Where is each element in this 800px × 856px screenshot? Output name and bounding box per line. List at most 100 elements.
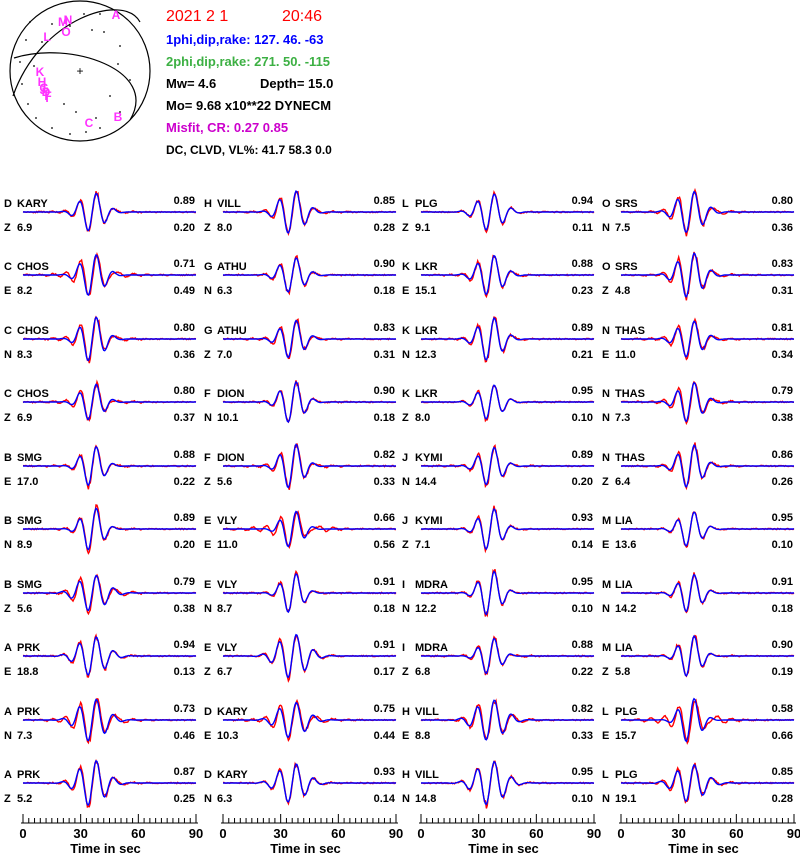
station-name: SMG <box>17 452 42 464</box>
station-name: KARY <box>17 198 48 210</box>
station-name: PLG <box>615 769 638 781</box>
waveform-panel: C CHOS 0.71 E 8.2 0.49 <box>4 252 197 297</box>
event-date: 2021 2 1 <box>166 8 228 25</box>
station-name: DION <box>217 452 245 464</box>
station-code: D <box>4 198 12 210</box>
misfit-value: 0.56 <box>374 539 395 551</box>
correlation-value: 0.89 <box>174 512 195 524</box>
misfit-value: 0.22 <box>174 476 195 488</box>
focal-sphere <box>9 0 151 142</box>
station-code: E <box>204 515 211 527</box>
waveform-panel: D KARY 0.89 Z 6.9 0.20 <box>4 191 196 234</box>
correlation-value: 0.89 <box>572 322 593 334</box>
amplitude: 6.7 <box>217 666 232 678</box>
polarity-dot <box>99 13 101 15</box>
component: N <box>602 222 610 234</box>
correlation-value: 0.83 <box>374 322 395 334</box>
station-name: MDRA <box>415 579 448 591</box>
synthetic-trace <box>421 570 594 616</box>
synthetic-trace <box>223 572 396 614</box>
station-code: J <box>402 515 408 527</box>
station-code: I <box>402 642 405 654</box>
nodal-plane-2-text: 2phi,dip,rake: 271. 50. -115 <box>166 54 330 69</box>
polarity-dot <box>103 31 105 33</box>
beachball-station-label: N <box>64 13 73 27</box>
misfit-value: 0.21 <box>572 349 593 361</box>
amplitude: 5.6 <box>217 476 232 488</box>
station-code: F <box>204 388 211 400</box>
beachball-station-label: J <box>40 83 47 97</box>
synthetic-trace <box>421 508 594 550</box>
correlation-value: 0.85 <box>772 766 793 778</box>
component: E <box>204 730 211 742</box>
station-code: A <box>4 642 12 654</box>
amplitude: 6.8 <box>415 666 430 678</box>
polarity-dot <box>119 111 121 113</box>
station-name: LIA <box>615 515 633 527</box>
component: N <box>602 603 610 615</box>
synthetic-trace <box>421 193 594 231</box>
correlation-value: 0.86 <box>772 449 793 461</box>
synthetic-trace <box>621 697 794 743</box>
correlation-value: 0.88 <box>572 258 593 270</box>
misfit-value: 0.44 <box>374 730 396 742</box>
amplitude: 8.2 <box>17 285 32 297</box>
synthetic-trace <box>421 699 594 741</box>
component: Z <box>402 666 409 678</box>
misfit-value: 0.14 <box>374 793 396 805</box>
synthetic-trace <box>23 698 196 742</box>
synthetic-trace <box>223 633 396 679</box>
polarity-dots <box>19 13 131 135</box>
station-name: ATHU <box>217 325 247 337</box>
waveform-panel: I MDRA 0.95 N 12.2 0.10 <box>402 568 595 618</box>
synthetic-trace <box>23 759 196 806</box>
misfit-value: 0.18 <box>772 603 793 615</box>
component: Z <box>4 793 11 805</box>
misfit-value: 0.31 <box>374 349 395 361</box>
misfit-value: 0.36 <box>174 349 195 361</box>
synthetic-trace <box>223 443 396 489</box>
station-code: K <box>402 261 410 273</box>
misfit-value: 0.10 <box>572 412 593 424</box>
waveform-panel: N THAS 0.86 Z 6.4 0.26 <box>602 442 795 491</box>
correlation-value: 0.85 <box>374 195 395 207</box>
amplitude: 6.9 <box>17 412 32 424</box>
observed-trace <box>222 569 397 613</box>
amplitude: 7.5 <box>615 222 630 234</box>
nodal-plane-2 <box>13 52 137 121</box>
beachball-station-label: H <box>38 75 47 89</box>
time-axis: 0 30 60 90 Time in sec <box>417 814 601 856</box>
misfit-value: 0.46 <box>174 730 195 742</box>
station-name: LKR <box>415 261 438 273</box>
misfit-value: 0.33 <box>572 730 593 742</box>
polarity-dot <box>75 111 77 113</box>
synthetic-trace <box>621 381 794 423</box>
synthetic-trace <box>223 257 396 293</box>
misfit-value: 0.10 <box>572 603 593 615</box>
polarity-dot <box>85 131 87 133</box>
correlation-value: 0.88 <box>572 639 593 651</box>
correlation-value: 0.79 <box>772 385 793 397</box>
amplitude: 12.3 <box>415 349 436 361</box>
component: Z <box>4 603 11 615</box>
polarity-dot <box>21 83 23 85</box>
component: Z <box>204 222 211 234</box>
station-name: PRK <box>17 706 40 718</box>
time-axis: 0 30 60 90 Time in sec <box>617 814 800 856</box>
amplitude: 11.0 <box>615 349 636 361</box>
magnitude-text: Mw= 4.6 <box>166 76 216 91</box>
waveform-panel: B SMG 0.79 Z 5.6 0.38 <box>4 573 197 616</box>
component: N <box>4 349 12 361</box>
station-name: KYMI <box>415 515 443 527</box>
waveform-panel: N THAS 0.79 N 7.3 0.38 <box>602 380 794 426</box>
correlation-value: 0.95 <box>772 512 793 524</box>
amplitude: 7.3 <box>615 412 630 424</box>
waveform-panel: A PRK 0.94 E 18.8 0.13 <box>4 633 197 678</box>
time-axes: 0 30 60 90 Time in sec 0 30 60 90 Time in sec 0 30 6… <box>19 814 800 856</box>
nodal-plane-1 <box>12 9 141 97</box>
amplitude: 6.9 <box>17 222 32 234</box>
misfit-value: 0.33 <box>374 476 395 488</box>
misfit-value: 0.14 <box>572 539 594 551</box>
component: Z <box>204 349 211 361</box>
waveform-panel: I MDRA 0.88 Z 6.8 0.22 <box>402 635 595 678</box>
